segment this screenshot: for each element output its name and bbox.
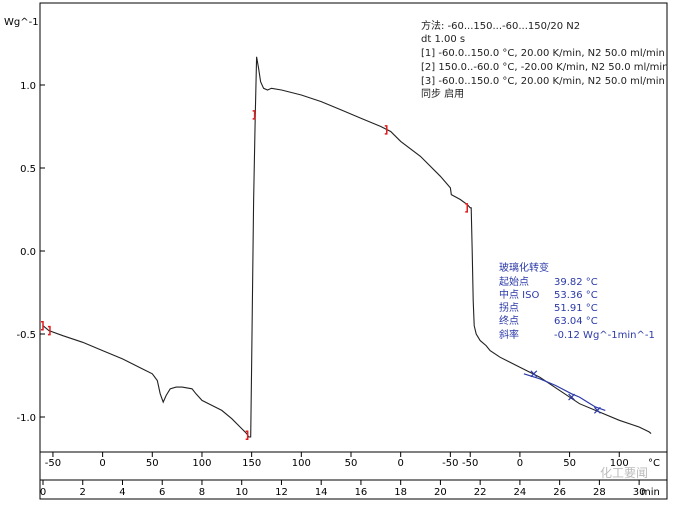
x-tick-label: 8 xyxy=(199,487,205,498)
x-tick-label: 28 xyxy=(593,487,606,498)
glass-marker xyxy=(593,406,601,414)
x-tick-label: 10 xyxy=(235,487,248,498)
x-tick-label: 16 xyxy=(355,487,368,498)
glass-endset-value: 63.04 °C xyxy=(554,316,598,327)
method-line-1: 方法: -60...150...-60...150/20 N2 xyxy=(421,19,580,32)
glass-inflection-label: 拐点 xyxy=(499,301,519,314)
time-axis-ticks: 0 2 4 6 8 10 12 14 16 18 20 22 24 26 28 30 xyxy=(40,480,646,498)
temp-tick-label: 100 xyxy=(292,458,311,469)
glass-title: 玻璃化转变 xyxy=(499,261,549,274)
x-tick-label: 24 xyxy=(514,487,527,498)
y-tick-label: -1.0 xyxy=(16,413,36,424)
glass-slope-label: 斜率 xyxy=(499,328,519,341)
y-tick-label: 0.0 xyxy=(20,247,36,258)
glass-marker xyxy=(568,393,575,401)
glass-onset-label: 起始点 xyxy=(499,275,529,288)
method-line-6: 同步 启用 xyxy=(421,87,464,100)
glass-onset-value: 39.82 °C xyxy=(554,277,598,288)
glass-midpoint-label: 中点 ISO xyxy=(499,288,539,301)
temp-tick-label: 50 xyxy=(146,458,159,469)
glass-midpoint-value: 53.36 °C xyxy=(554,290,598,301)
temp-tick-label: 0 xyxy=(517,458,523,469)
temperature-axis-ticks: -50 0 50 100 150 100 50 0 -50 -50 0 50 100 xyxy=(45,452,629,469)
glass-fit-layer xyxy=(523,370,606,414)
temp-tick-label: 150 xyxy=(242,458,261,469)
temp-tick-label: 50 xyxy=(345,458,358,469)
temp-tick-label: 0 xyxy=(99,458,105,469)
temp-tick-label: -50 xyxy=(45,458,61,469)
step-marker xyxy=(47,325,51,336)
y-axis-ticks: 1.0 0.5 0.0 -0.5 -1.0 xyxy=(16,81,45,424)
temp-tick-label: -50 xyxy=(442,458,458,469)
x-tick-label: 26 xyxy=(553,487,566,498)
temp-tick-label: -50 xyxy=(462,458,478,469)
x-tick-label: 0 xyxy=(40,487,46,498)
glass-slope-value: -0.12 Wg^-1min^-1 xyxy=(554,330,655,341)
y-tick-label: 1.0 xyxy=(20,81,36,92)
step-marker xyxy=(41,320,44,331)
method-line-4: [2] 150.0..-60.0 °C, -20.00 K/min, N2 50… xyxy=(421,62,669,73)
temp-tick-label: 50 xyxy=(563,458,576,469)
time-unit-label: min xyxy=(641,487,660,498)
dsc-curve xyxy=(42,56,652,438)
markers-layer xyxy=(41,110,468,441)
temp-unit-label: °C xyxy=(648,458,660,469)
x-tick-label: 30 xyxy=(633,487,646,498)
glass-fit-line xyxy=(523,373,606,411)
method-line-2: dt 1.00 s xyxy=(421,34,465,45)
temp-tick-label: 100 xyxy=(610,458,629,469)
method-line-3: [1] -60.0..150.0 °C, 20.00 K/min, N2 50.… xyxy=(421,48,665,59)
step-marker xyxy=(245,430,249,441)
method-line-5: [3] -60.0..150.0 °C, 20.00 K/min, N2 50.… xyxy=(421,76,665,87)
watermark-text: 化工要闻 xyxy=(600,466,648,480)
temp-tick-label: 100 xyxy=(192,458,211,469)
x-tick-label: 12 xyxy=(275,487,288,498)
x-tick-label: 2 xyxy=(80,487,86,498)
x-tick-label: 14 xyxy=(315,487,328,498)
glass-transition-block: 玻璃化转变 起始点 39.82 °C 中点 ISO 53.36 °C 拐点 51… xyxy=(499,261,655,341)
step-marker xyxy=(384,125,388,135)
x-tick-label: 4 xyxy=(119,487,125,498)
glass-marker xyxy=(530,370,538,378)
x-tick-label: 6 xyxy=(159,487,165,498)
y-axis-label: Wg^-1 xyxy=(4,17,39,28)
x-tick-label: 20 xyxy=(434,487,447,498)
method-text-block: 方法: -60...150...-60...150/20 N2 dt 1.00 … xyxy=(421,19,669,100)
x-tick-label: 18 xyxy=(394,487,407,498)
y-tick-label: -0.5 xyxy=(16,330,36,341)
glass-inflection-value: 51.91 °C xyxy=(554,303,598,314)
step-marker xyxy=(252,110,256,120)
glass-endset-label: 终点 xyxy=(499,314,519,327)
x-tick-label: 22 xyxy=(474,487,487,498)
series-layer xyxy=(42,56,652,438)
step-marker xyxy=(465,203,468,213)
temp-tick-label: 0 xyxy=(397,458,403,469)
y-tick-label: 0.5 xyxy=(20,164,36,175)
